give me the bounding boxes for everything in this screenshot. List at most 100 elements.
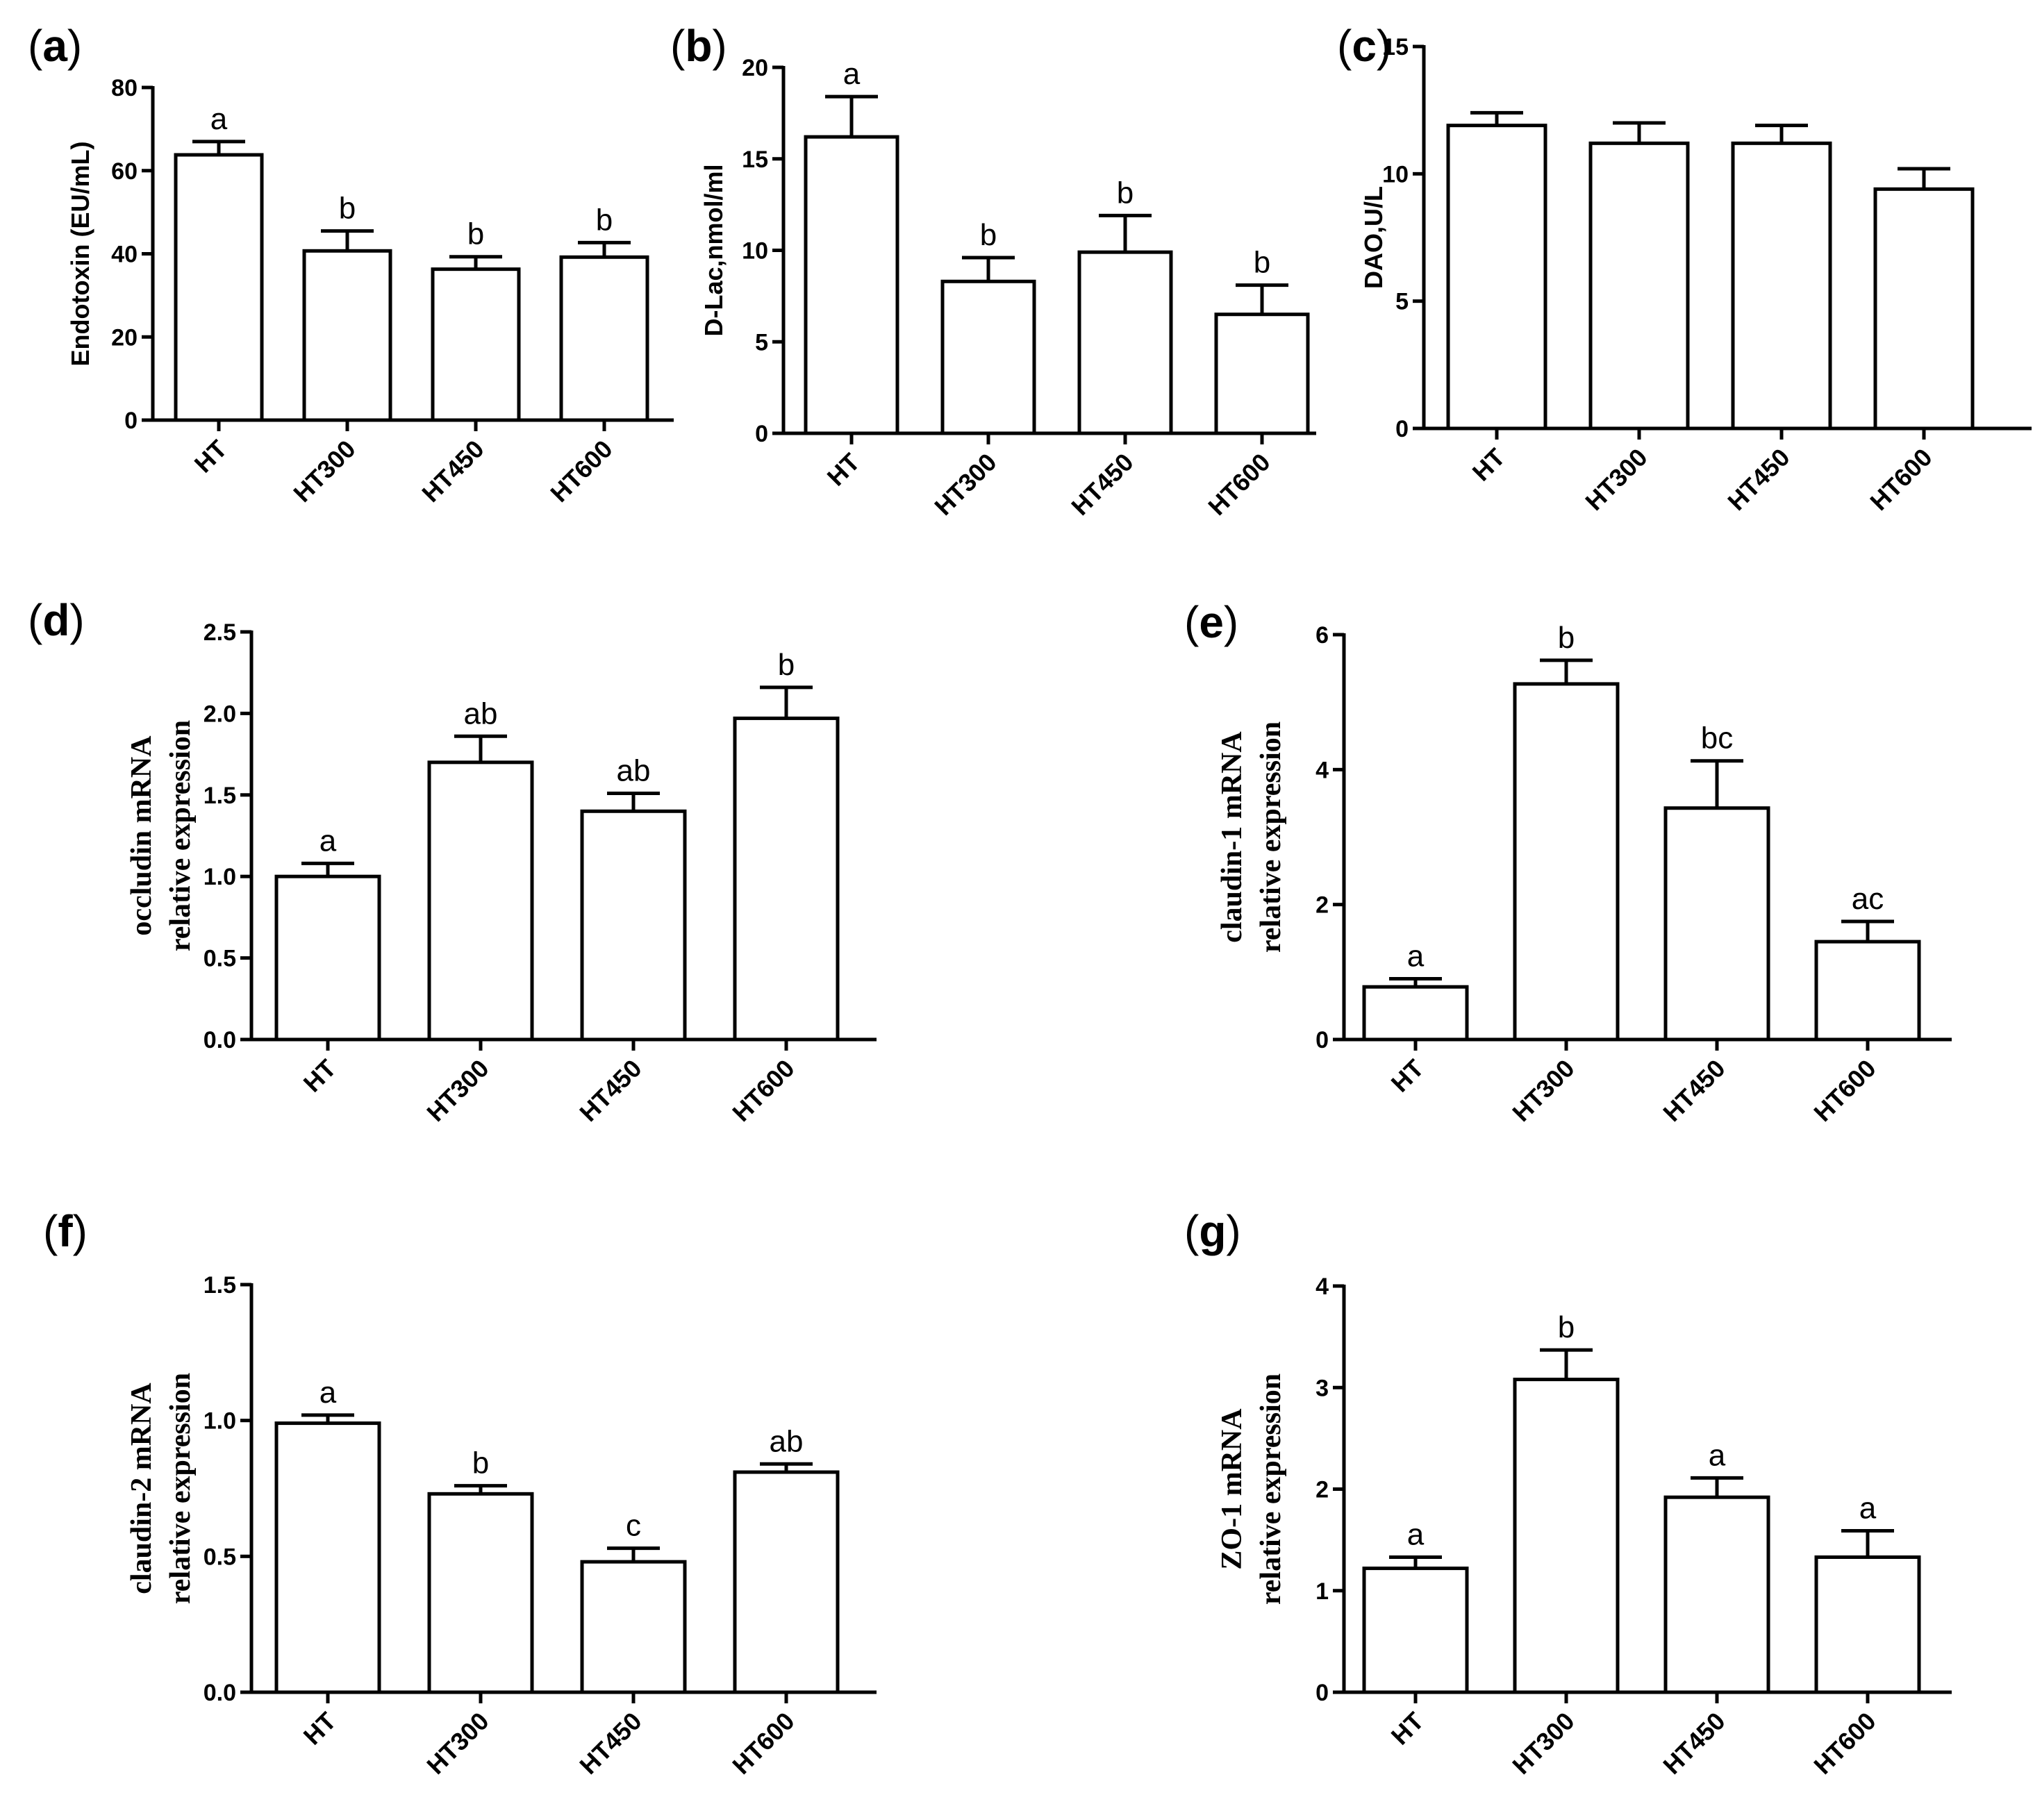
y-tick-label: 10 — [1382, 161, 1409, 187]
panel-label: (f) — [43, 1206, 88, 1256]
x-tick-label: HT300 — [929, 448, 1002, 521]
bar-HT600 — [733, 1470, 840, 1694]
x-tick-label: HT — [1467, 443, 1511, 487]
y-tick-label: 2.0 — [204, 701, 236, 727]
y-axis-title: claudin-2 mRNA — [126, 1383, 158, 1594]
bar-HT300 — [302, 249, 392, 422]
y-tick-label: 2.5 — [204, 619, 236, 646]
y-axis-title: relative expression — [165, 720, 197, 951]
bar-HT300 — [427, 760, 534, 1042]
y-tick-label: 0 — [755, 421, 768, 447]
significance-letter: c — [626, 1509, 641, 1543]
chart-panel-d: (d) 0.0 0.5 1.0 1.5 2.0 2.5 occludin mRNA relati… — [28, 595, 877, 1127]
panel-label: (e) — [1184, 597, 1238, 647]
panel-label: (d) — [28, 595, 85, 645]
significance-letter: b — [1558, 621, 1575, 655]
y-tick-label: 15 — [1382, 34, 1409, 60]
bar-HT300 — [1588, 141, 1690, 431]
y-tick-label: 0 — [1315, 1680, 1329, 1706]
y-tick-label: 5 — [755, 329, 768, 356]
bar-HT300 — [427, 1492, 534, 1694]
significance-letter: ac — [1852, 882, 1884, 916]
chart-panel-e: (e) 0 2 4 6 claudin-1 mRNA relative expression… — [1184, 597, 1952, 1127]
bar-HT600 — [1873, 187, 1975, 431]
y-tick-label: 0.0 — [204, 1027, 236, 1053]
y-tick-label: 60 — [111, 158, 138, 185]
x-tick-label: HT450 — [1657, 1054, 1730, 1127]
y-tick-label: 1.5 — [204, 783, 236, 809]
chart-panel-b: (b) 0 5 10 15 20 D-Lac,nmol/ml a HT b HT300 b HT450 b… — [670, 21, 1316, 521]
x-tick-label: HT600 — [1864, 443, 1937, 516]
x-tick-label: HT450 — [1722, 443, 1795, 516]
bar-HT450 — [1731, 141, 1832, 431]
y-axis-title: occludin mRNA — [126, 735, 158, 936]
bar-HT600 — [559, 255, 649, 422]
y-axis-title: relative expression — [1255, 1374, 1287, 1605]
bar-HT450 — [1663, 806, 1770, 1042]
x-tick-label: HT450 — [574, 1707, 647, 1780]
y-axis-title: claudin-1 mRNA — [1216, 731, 1248, 943]
panel-label: (c) — [1337, 21, 1391, 71]
x-tick-label: HT — [298, 1707, 342, 1751]
y-tick-label: 15 — [742, 147, 768, 173]
y-tick-label: 20 — [742, 55, 768, 81]
x-tick-label: HT300 — [1579, 443, 1652, 516]
significance-letter: a — [1859, 1491, 1877, 1525]
y-tick-label: 0.5 — [204, 1544, 236, 1570]
chart-panel-f: (f) 0.0 0.5 1.0 1.5 claudin-2 mRNA relative ex… — [43, 1206, 877, 1780]
y-tick-label: 4 — [1315, 757, 1329, 783]
y-tick-label: 1.5 — [204, 1272, 236, 1299]
panel-label: (a) — [28, 21, 82, 71]
y-tick-label: 4 — [1315, 1274, 1329, 1300]
y-tick-label: 0.5 — [204, 946, 236, 972]
y-tick-label: 3 — [1315, 1375, 1329, 1401]
x-tick-label: HT450 — [574, 1054, 647, 1127]
bar-HT450 — [580, 809, 687, 1042]
x-tick-label: HT600 — [1808, 1054, 1881, 1127]
chart-panel-c: (c) 0 5 10 15 DAO,U/L HT HT300 HT450 HT600 — [1337, 21, 2032, 516]
x-tick-label: HT300 — [421, 1707, 494, 1780]
significance-letter: ab — [464, 696, 498, 730]
x-tick-label: HT600 — [1202, 448, 1275, 521]
significance-letter: b — [1117, 176, 1134, 210]
bar-HT600 — [1814, 1555, 1921, 1694]
bar-HT450 — [1663, 1495, 1770, 1694]
significance-letter: ab — [617, 753, 651, 787]
x-tick-label: HT — [189, 435, 233, 478]
y-axis-title: D-Lac,nmol/ml — [699, 164, 728, 336]
y-axis-title: relative expression — [1255, 721, 1287, 953]
bar-HT600 — [1214, 312, 1310, 435]
bar-HT — [274, 1421, 381, 1694]
x-tick-label: HT450 — [1065, 448, 1138, 521]
bar-HT — [1362, 1567, 1469, 1694]
bar-HT — [274, 874, 381, 1042]
bar-HT300 — [1513, 1378, 1620, 1694]
significance-letter: b — [596, 203, 613, 237]
y-axis-title: relative expression — [165, 1373, 197, 1604]
chart-panel-g: (g) 0 1 2 3 4 ZO-1 mRNA relative expression a HT b… — [1184, 1206, 1952, 1780]
y-axis-title: ZO-1 mRNA — [1216, 1408, 1248, 1570]
y-tick-label: 2 — [1315, 892, 1329, 919]
y-tick-label: 0 — [1395, 416, 1409, 442]
x-tick-label: HT600 — [727, 1707, 799, 1780]
x-tick-label: HT — [822, 448, 865, 492]
x-tick-label: HT — [1386, 1054, 1429, 1098]
y-tick-label: 1.0 — [204, 1408, 236, 1435]
y-axis-title: DAO,U/L — [1359, 186, 1388, 289]
significance-letter: bc — [1701, 721, 1733, 755]
significance-letter: a — [843, 57, 861, 91]
bar-HT300 — [1513, 682, 1620, 1042]
bar-HT600 — [1814, 940, 1921, 1042]
y-tick-label: 6 — [1315, 622, 1329, 649]
panel-label: (g) — [1184, 1206, 1241, 1256]
y-axis-title: Endotoxin (EU/mL) — [66, 142, 94, 367]
significance-letter: b — [1558, 1310, 1575, 1344]
significance-letter: ab — [770, 1424, 804, 1458]
y-tick-label: 0.0 — [204, 1680, 236, 1706]
bar-HT300 — [940, 279, 1036, 435]
y-tick-label: 5 — [1395, 289, 1409, 315]
x-tick-label: HT300 — [1506, 1054, 1579, 1127]
y-tick-label: 40 — [111, 242, 138, 268]
significance-letter: a — [210, 102, 228, 136]
significance-letter: b — [472, 1446, 489, 1480]
